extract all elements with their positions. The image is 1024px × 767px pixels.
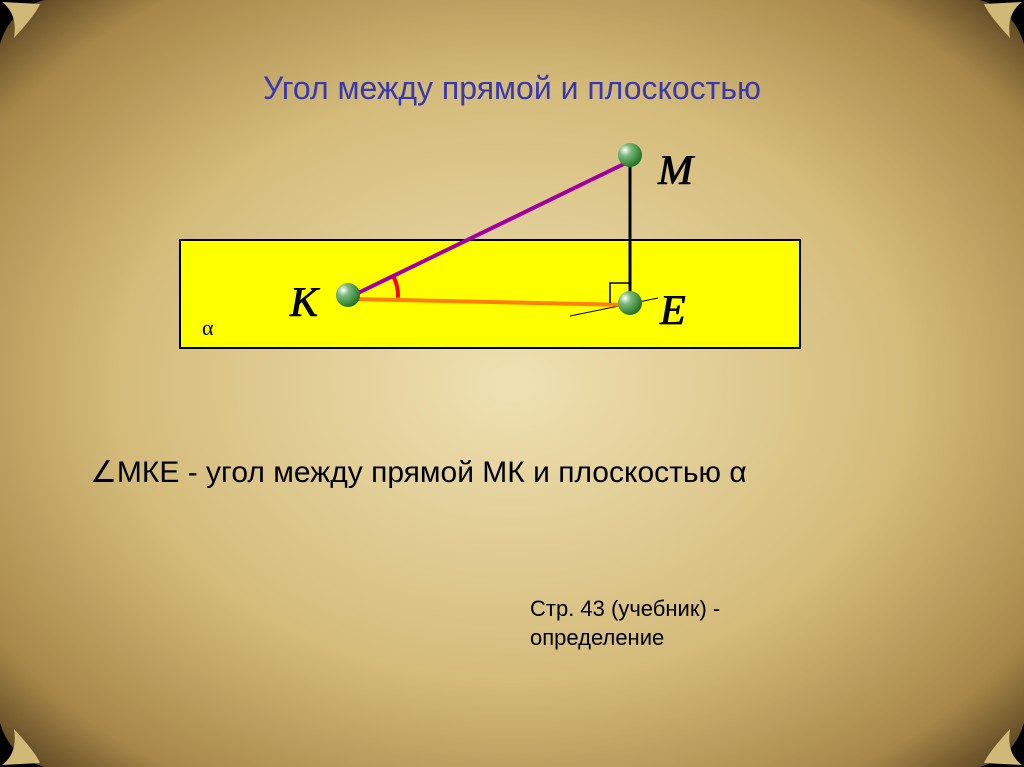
diagram-svg	[180, 155, 820, 365]
reference-text: Стр. 43 (учебник) - определение	[530, 595, 720, 652]
corner-curl-tr	[980, 0, 1024, 44]
point-k	[336, 283, 360, 307]
frame-background	[0, 0, 1024, 767]
label-e: Е	[660, 287, 686, 335]
point-e	[618, 291, 642, 315]
corner-curl-tl	[0, 0, 44, 44]
title-text: Угол между прямой и плоскостью	[263, 70, 761, 106]
statement-body: МКЕ - угол между прямой МК и плоскостью …	[117, 456, 747, 489]
label-m: М	[658, 147, 693, 195]
label-alpha: α	[202, 315, 214, 341]
reference-line1: Стр. 43 (учебник) -	[530, 595, 720, 624]
statement-text: ∠МКЕ - угол между прямой МК и плоскостью…	[90, 455, 747, 490]
corner-curl-br	[980, 723, 1024, 767]
plane-rectangle	[180, 240, 800, 348]
slide-title: Угол между прямой и плоскостью	[0, 70, 1024, 107]
diagram: М К Е α	[180, 155, 820, 365]
point-m	[618, 143, 642, 167]
reference-line2: определение	[530, 624, 720, 653]
label-k: К	[290, 279, 318, 327]
corner-curl-bl	[0, 723, 44, 767]
angle-symbol: ∠	[90, 456, 117, 489]
